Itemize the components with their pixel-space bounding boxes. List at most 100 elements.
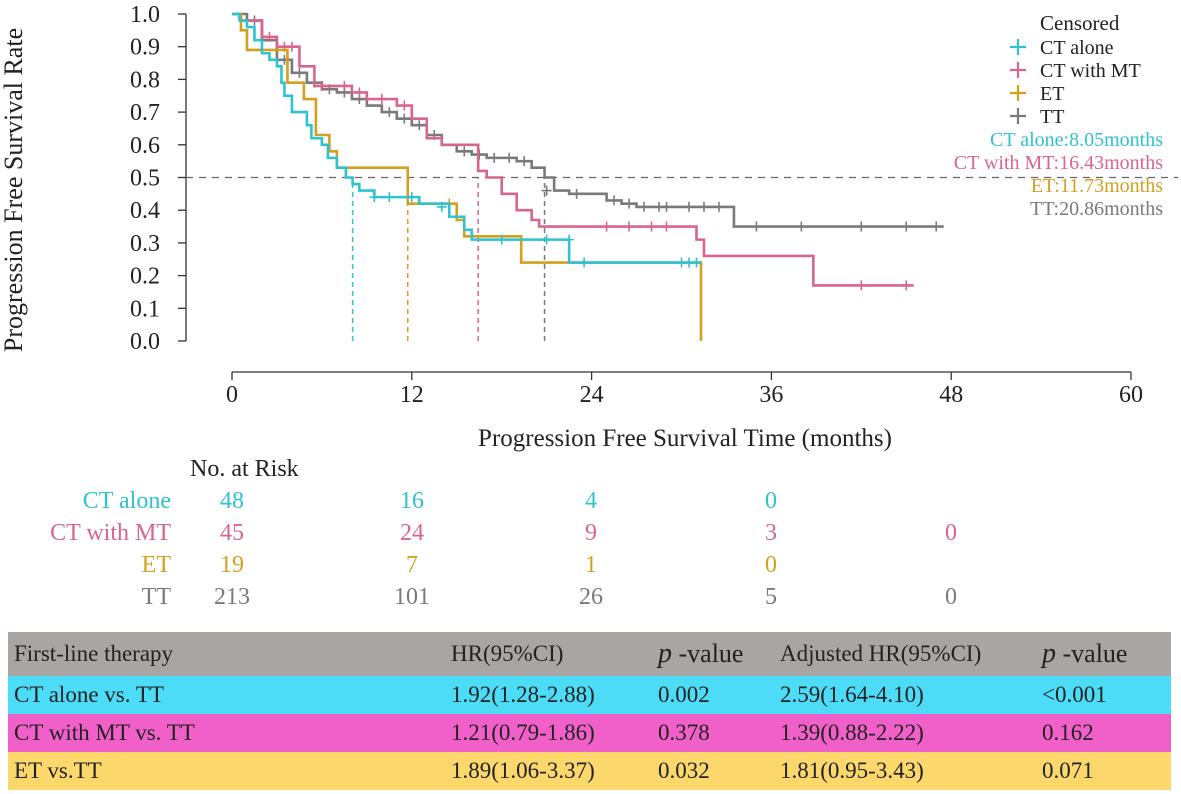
hr-table-row: CT alone vs. TT 1.92(1.28-2.88) 0.002 2.59(… bbox=[8, 676, 1171, 714]
y-tick-label: 0.2 bbox=[130, 264, 160, 290]
legend-title: Censored bbox=[1040, 11, 1120, 35]
censor-mark bbox=[414, 120, 425, 131]
y-tick-label: 1.0 bbox=[130, 2, 160, 28]
hr-cell-therapy: ET vs.TT bbox=[14, 758, 102, 783]
hr-cell-adj-p: <0.001 bbox=[1042, 682, 1107, 707]
hr-table-body: CT alone vs. TT 1.92(1.28-2.88) 0.002 2.59(… bbox=[8, 676, 1171, 790]
censor-mark bbox=[496, 234, 507, 245]
km-chart: 0.0 0.1 0.2 0.3 0.4 0.5 0.6 0.7 0.8 0.9 1.0 0 12 24 36… bbox=[130, 2, 1178, 452]
series-ct-alone bbox=[232, 12, 702, 268]
hr-cell-therapy: CT with MT vs. TT bbox=[14, 720, 195, 745]
censor-mark bbox=[901, 280, 912, 291]
censor-mark bbox=[571, 188, 582, 199]
censor-mark bbox=[579, 257, 590, 268]
y-tick-label: 0.4 bbox=[130, 198, 160, 224]
risk-count: 45 bbox=[220, 520, 244, 546]
censor-mark bbox=[264, 31, 275, 42]
y-tick-label: 0.8 bbox=[130, 67, 160, 93]
censor-mark bbox=[436, 201, 447, 212]
header-therapy: First-line therapy bbox=[8, 632, 445, 676]
x-tick-label: 60 bbox=[1119, 382, 1143, 408]
censor-mark bbox=[376, 94, 387, 105]
header-p-value: p -value bbox=[652, 632, 774, 676]
x-axis-title: Progression Free Survival Time (months) bbox=[478, 425, 892, 452]
x-tick-label: 48 bbox=[939, 382, 963, 408]
risk-count: 101 bbox=[394, 584, 430, 610]
risk-count: 0 bbox=[765, 552, 777, 578]
hr-cell-therapy: CT alone vs. TT bbox=[14, 682, 164, 707]
y-tick-label: 0.0 bbox=[130, 329, 160, 355]
risk-table-title: No. at Risk bbox=[190, 456, 299, 482]
censor-mark bbox=[369, 192, 380, 203]
censor-mark bbox=[286, 41, 297, 52]
censor-mark bbox=[564, 234, 575, 245]
censor-mark bbox=[459, 146, 470, 157]
risk-row: CT alone 48 16 4 0 bbox=[0, 488, 1181, 520]
y-tick-label: 0.7 bbox=[130, 100, 160, 126]
p-italic: p bbox=[1042, 638, 1056, 669]
hr-cell-hr: 1.21(0.79-1.86) bbox=[451, 720, 595, 745]
risk-row: TT 213 101 26 5 0 bbox=[0, 584, 1181, 616]
censor-mark bbox=[489, 152, 500, 163]
censor-mark bbox=[856, 221, 867, 232]
risk-count: 9 bbox=[585, 520, 597, 546]
hr-cell-hr: 1.92(1.28-2.88) bbox=[451, 682, 595, 707]
risk-count: 0 bbox=[765, 488, 777, 514]
risk-count: 48 bbox=[220, 488, 244, 514]
censor-mark bbox=[691, 257, 702, 268]
y-tick-label: 0.1 bbox=[130, 296, 160, 322]
header-hr: HR(95%CI) bbox=[445, 632, 652, 676]
legend-marker bbox=[1010, 62, 1026, 78]
censor-mark bbox=[609, 195, 620, 206]
hr-cell-p: 0.032 bbox=[658, 758, 710, 783]
legend-label: CT alone bbox=[1040, 37, 1114, 59]
risk-count: 5 bbox=[765, 584, 777, 610]
y-tick-label: 0.9 bbox=[130, 35, 160, 61]
censor-mark bbox=[698, 201, 709, 212]
censor-mark bbox=[901, 221, 912, 232]
censor-mark bbox=[661, 201, 672, 212]
risk-count: 4 bbox=[585, 488, 597, 514]
hr-table-row: CT with MT vs. TT 1.21(0.79-1.86) 0.378 1.3… bbox=[8, 714, 1171, 752]
km-step-line bbox=[232, 12, 703, 341]
risk-count: 3 bbox=[765, 520, 777, 546]
censor-mark bbox=[661, 221, 672, 232]
censor-mark bbox=[601, 221, 612, 232]
risk-count: 19 bbox=[220, 552, 244, 578]
x-tick-label: 24 bbox=[580, 382, 604, 408]
legend-label: ET bbox=[1040, 83, 1064, 105]
legend-label: CT with MT bbox=[1040, 60, 1141, 82]
risk-row-label: TT bbox=[141, 584, 171, 610]
y-tick-label: 0.5 bbox=[130, 166, 160, 192]
censor-mark bbox=[624, 198, 635, 209]
risk-row-label: CT alone bbox=[82, 488, 171, 514]
risk-row-label: ET bbox=[141, 552, 171, 578]
censor-mark bbox=[384, 192, 395, 203]
x-tick-label: 36 bbox=[759, 382, 783, 408]
censor-mark bbox=[354, 87, 365, 98]
hr-table-header: First-line therapy HR(95%CI) p -value Ad… bbox=[8, 632, 1171, 676]
censor-mark bbox=[683, 201, 694, 212]
median-label: CT alone:8.05months bbox=[990, 129, 1163, 151]
km-step-line bbox=[232, 12, 701, 264]
p-suffix: -value bbox=[1056, 639, 1128, 668]
p-italic: p bbox=[658, 638, 672, 669]
risk-count: 16 bbox=[400, 488, 424, 514]
median-label: CT with MT:16.43months bbox=[954, 152, 1163, 174]
censor-mark bbox=[646, 221, 657, 232]
censor-mark bbox=[339, 80, 350, 91]
censor-mark bbox=[541, 185, 552, 196]
km-step-line bbox=[232, 12, 944, 228]
hr-cell-hr: 1.89(1.06-3.37) bbox=[451, 758, 595, 783]
y-tick-label: 0.3 bbox=[130, 231, 160, 257]
series-tt bbox=[232, 12, 944, 232]
x-tick-label: 0 bbox=[226, 382, 238, 408]
censor-mark bbox=[931, 221, 942, 232]
risk-row: ET 19 7 1 0 bbox=[0, 552, 1181, 584]
censor-mark bbox=[796, 221, 807, 232]
risk-count: 0 bbox=[945, 584, 957, 610]
legend-marker bbox=[1010, 85, 1026, 101]
risk-count: 0 bbox=[945, 520, 957, 546]
risk-count: 7 bbox=[406, 552, 418, 578]
